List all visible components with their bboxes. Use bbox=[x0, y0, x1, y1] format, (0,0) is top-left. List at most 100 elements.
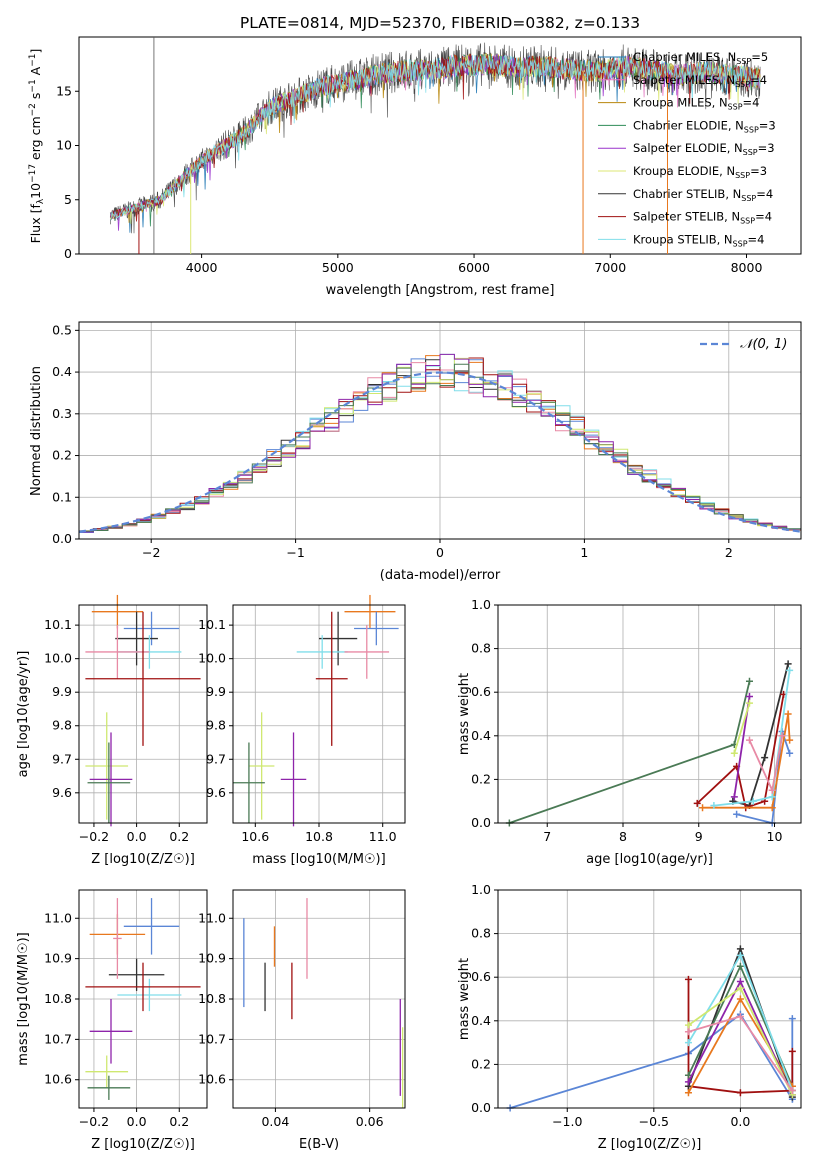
spectrum-xlabel: wavelength [Angstrom, rest frame] bbox=[326, 283, 555, 298]
y-tick-label: 11.0 bbox=[44, 910, 72, 925]
weight-line bbox=[736, 731, 791, 825]
weight-marker bbox=[788, 1047, 796, 1055]
histogram-step-line bbox=[79, 353, 801, 533]
x-tick-label: 1 bbox=[580, 545, 588, 560]
y-tick-label: 9.8 bbox=[52, 718, 72, 733]
legend-label: Chabrier STELIB, NSSP=4 bbox=[633, 187, 773, 203]
weight-marker bbox=[730, 749, 738, 757]
weight-marker bbox=[745, 736, 753, 744]
weight-marker bbox=[784, 660, 792, 668]
spectrum-ylabel: Flux [fλ10−17 erg cm−2 s−1 A−1] bbox=[28, 49, 46, 244]
weight-marker bbox=[778, 732, 786, 740]
spectrum-line-kroupa-stelib bbox=[110, 54, 761, 219]
y-tick-label: 10.6 bbox=[198, 1072, 226, 1087]
x-tick-label: 0.2 bbox=[169, 1114, 189, 1129]
x-tick-label: 0.06 bbox=[356, 1114, 384, 1129]
y-tick-label: 9.7 bbox=[206, 751, 226, 766]
weight-marker bbox=[786, 749, 794, 757]
param-panel: −1.0 −0.5 0.0 0.0 0.2 0.4 0.6 0.8 1.0 Z [log10(Z/… bbox=[457, 882, 802, 1152]
weight-marker bbox=[761, 754, 769, 762]
x-tick-label: 8 bbox=[619, 829, 627, 844]
param-panel: 0.04 0.06 10.6 10.7 10.8 10.9 11.0 E(B-V) bbox=[198, 889, 406, 1152]
y-tick-label: 10.9 bbox=[198, 951, 226, 966]
y-tick-label: 9.9 bbox=[52, 684, 72, 699]
weight-marker bbox=[684, 1028, 692, 1036]
legend-label: Chabrier MILES, NSSP=5 bbox=[633, 50, 768, 66]
panel-frame bbox=[497, 604, 802, 824]
weight-line bbox=[509, 1012, 794, 1109]
y-tick-label: 10.6 bbox=[44, 1072, 72, 1087]
weight-marker bbox=[784, 710, 792, 718]
x-tick-label: 4000 bbox=[186, 260, 218, 275]
spectrum-legend: Chabrier MILES, NSSP=5 Salpeter MILES, NS… bbox=[598, 50, 776, 248]
gaussian-curve bbox=[78, 371, 802, 533]
weight-marker bbox=[736, 951, 744, 959]
y-tick-label: 10.7 bbox=[198, 1031, 226, 1046]
weight-marker bbox=[745, 677, 753, 685]
weight-marker bbox=[736, 1089, 744, 1097]
x-tick-label: −2 bbox=[142, 545, 160, 560]
y-tick-label: 0.8 bbox=[471, 926, 491, 941]
y-tick-label: 0.0 bbox=[471, 1100, 491, 1115]
y-tick-label: 9.6 bbox=[52, 785, 72, 800]
x-axis-label: Z [log10(Z/Z☉)] bbox=[91, 852, 195, 867]
y-tick-label: 0.6 bbox=[471, 684, 491, 699]
y-tick-label: 10.0 bbox=[44, 651, 72, 666]
weight-line bbox=[733, 702, 751, 754]
y-tick-label: 10.7 bbox=[44, 1031, 72, 1046]
x-tick-label: 6000 bbox=[458, 260, 490, 275]
x-axis-label: mass [log10(M/M☉)] bbox=[252, 852, 385, 867]
x-tick-label: 0.0 bbox=[127, 829, 147, 844]
x-tick-label: 0.0 bbox=[730, 1114, 750, 1129]
weight-marker bbox=[693, 799, 701, 807]
weight-marker bbox=[768, 786, 776, 794]
weight-marker bbox=[684, 1078, 692, 1086]
y-tick-label: 9.8 bbox=[206, 718, 226, 733]
weight-marker bbox=[736, 1012, 744, 1020]
y-tick-label: 10.0 bbox=[198, 651, 226, 666]
weight-marker bbox=[684, 1039, 692, 1047]
spectrum-ticks: 4000 5000 6000 7000 8000 0 5 10 15 bbox=[56, 83, 762, 275]
y-tick-label: 9.6 bbox=[206, 785, 226, 800]
y-tick-label: 5 bbox=[64, 192, 72, 207]
x-tick-label: 5000 bbox=[322, 260, 354, 275]
weight-line bbox=[713, 670, 791, 807]
param-panel: 7 8 9 10 0.0 0.2 0.4 0.6 0.8 1.0 age [log10(age/yr… bbox=[457, 597, 802, 867]
legend-label: Kroupa ELODIE, NSSP=3 bbox=[633, 164, 767, 180]
x-tick-label: −0.2 bbox=[79, 1114, 109, 1129]
y-tick-label: 10.9 bbox=[44, 951, 72, 966]
x-tick-label: 9 bbox=[695, 829, 703, 844]
y-tick-label: 9.9 bbox=[206, 684, 226, 699]
x-tick-label: −1 bbox=[286, 545, 304, 560]
weight-marker bbox=[699, 804, 707, 812]
weight-marker bbox=[788, 1015, 796, 1023]
y-tick-label: 0.2 bbox=[471, 771, 491, 786]
y-tick-label: 10.1 bbox=[44, 617, 72, 632]
weight-marker bbox=[684, 1021, 692, 1029]
x-tick-label: −0.2 bbox=[79, 829, 109, 844]
x-tick-label: 10 bbox=[767, 829, 783, 844]
panel-frame bbox=[78, 604, 208, 824]
y-tick-label: 0.2 bbox=[52, 448, 72, 463]
legend-label: Salpeter STELIB, NSSP=4 bbox=[633, 210, 772, 226]
spectrum-panel: 4000 5000 6000 7000 8000 0 5 10 15 wavelength [A… bbox=[28, 36, 802, 298]
x-tick-label: 8000 bbox=[731, 260, 763, 275]
weight-marker bbox=[745, 699, 753, 707]
y-tick-label: 0.4 bbox=[471, 1013, 491, 1028]
y-tick-label: 1.0 bbox=[471, 882, 491, 897]
y-tick-label: 0.0 bbox=[471, 815, 491, 830]
y-axis-label: mass weight bbox=[457, 958, 472, 1040]
weight-marker bbox=[736, 962, 744, 970]
y-tick-label: 10.1 bbox=[198, 617, 226, 632]
histogram-ticks: −2 −1 0 1 2 0.0 0.1 0.2 0.3 0.4 0.5 bbox=[52, 322, 733, 560]
figure-title: PLATE=0814, MJD=52370, FIBERID=0382, z=0… bbox=[240, 14, 640, 32]
y-tick-label: 10.8 bbox=[198, 991, 226, 1006]
x-tick-label: 7000 bbox=[594, 260, 626, 275]
x-tick-label: 0.04 bbox=[261, 1114, 289, 1129]
weight-marker bbox=[736, 984, 744, 992]
y-axis-label: mass [log10(M/M☉)] bbox=[16, 932, 31, 1065]
histogram-xlabel: (data-model)/error bbox=[380, 568, 501, 583]
weight-marker bbox=[684, 975, 692, 983]
y-tick-label: 0.3 bbox=[52, 406, 72, 421]
